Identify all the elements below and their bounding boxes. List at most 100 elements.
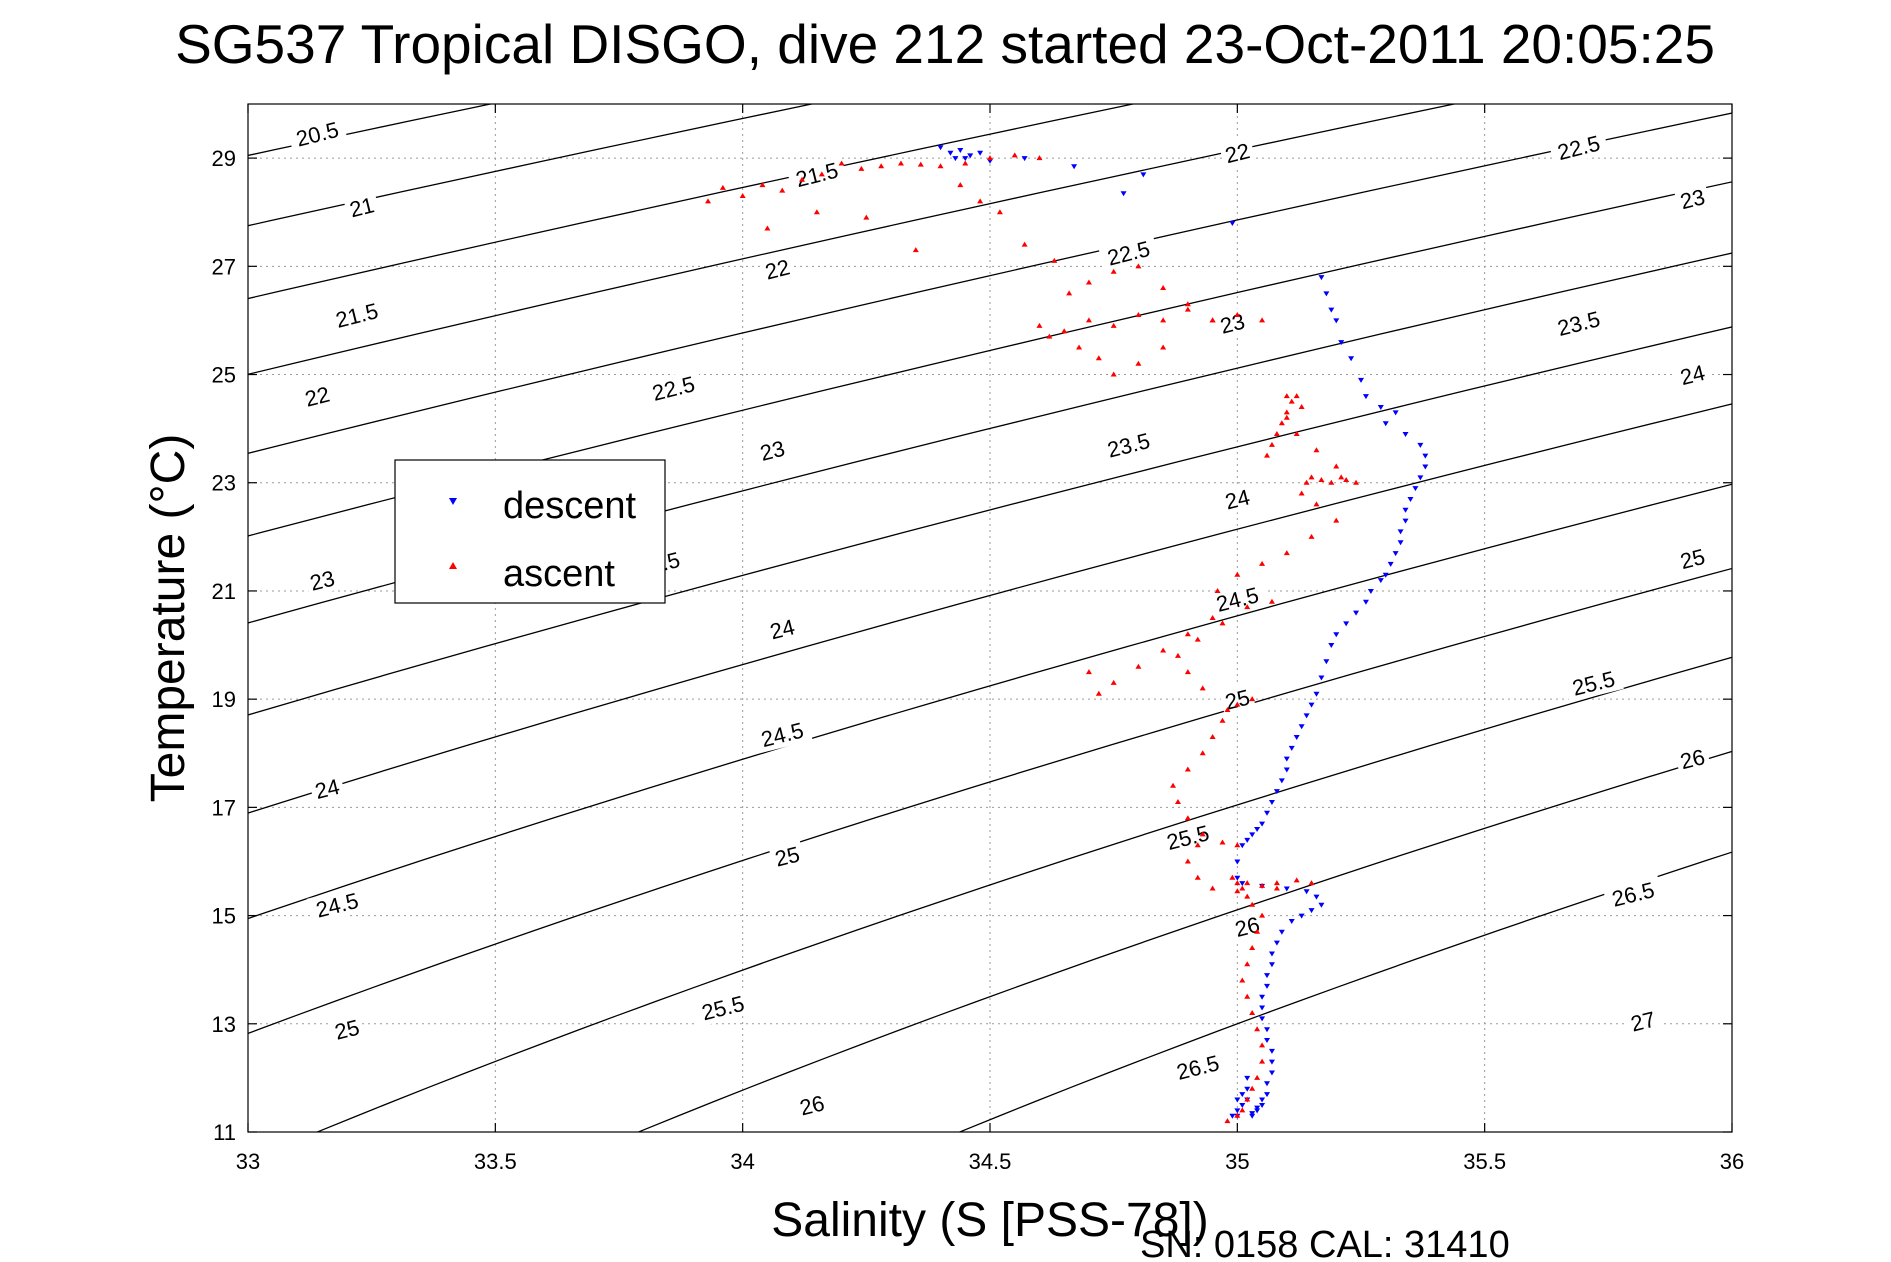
ascent-point — [1343, 477, 1350, 483]
ascent-point — [1283, 550, 1290, 556]
descent-point — [952, 156, 959, 162]
density-contour-labels: 20.5 21 21.5 22 23 24 24.5 25 21.5 22 22.5 23 23.5 24… — [286, 114, 1712, 1122]
ascent-point — [1066, 290, 1073, 296]
descent-point — [1362, 394, 1369, 400]
descent-point — [1254, 1108, 1261, 1114]
descent-point — [1308, 702, 1315, 708]
y-axis-ticks: 11 13 15 17 19 21 23 25 27 29 — [212, 146, 1732, 1145]
descent-point — [1298, 724, 1305, 730]
descent-point — [1229, 221, 1236, 227]
contour-label-bg — [1157, 817, 1219, 857]
descent-point — [1412, 486, 1419, 492]
y-tick-label: 15 — [212, 904, 236, 929]
contour-label: 26 — [797, 1090, 827, 1120]
contour-label-bg — [306, 885, 368, 925]
ascent-point — [1259, 560, 1266, 566]
descent-point — [1278, 929, 1285, 935]
descent-point — [1333, 318, 1340, 324]
contour-label: 24 — [1223, 484, 1253, 514]
descent-point — [1328, 307, 1335, 313]
descent-point — [1407, 496, 1414, 502]
descent-point — [1120, 191, 1127, 197]
ascent-point — [813, 209, 820, 215]
contour-label-bg — [1624, 1004, 1662, 1038]
descent-point — [1259, 1016, 1266, 1022]
ascent-point — [1209, 734, 1216, 740]
ascent-point — [1229, 874, 1236, 880]
descent-point — [1367, 588, 1374, 594]
contour-label-bg — [1098, 425, 1159, 465]
ascent-point — [1160, 317, 1167, 323]
contour-line — [248, 403, 1732, 814]
ascent-point — [1160, 344, 1167, 350]
descent-point — [1387, 561, 1394, 567]
ascent-point — [1234, 1112, 1241, 1118]
descent-point — [1288, 745, 1295, 751]
descent-point — [1239, 1092, 1246, 1098]
ascent-point — [1209, 885, 1216, 891]
contour-label: 24.5 — [759, 718, 807, 753]
contour-label: 22.5 — [1555, 130, 1603, 165]
descent-point — [957, 147, 964, 153]
ascent-point — [1308, 474, 1315, 480]
ascent-point — [1318, 477, 1325, 483]
ascent-point — [1273, 431, 1280, 437]
contour-label-bg — [1548, 127, 1609, 167]
descent-point — [1268, 1070, 1275, 1076]
descent-point — [1264, 1092, 1271, 1098]
descent-point — [1254, 1105, 1261, 1111]
density-contours — [248, 104, 1732, 1132]
ascent-point — [759, 182, 766, 188]
ascent-point — [1259, 882, 1266, 888]
ascent-point — [1308, 880, 1315, 886]
contour-label: 25 — [1678, 544, 1708, 574]
ascent-point — [1199, 750, 1206, 756]
ascent-point — [1239, 977, 1246, 983]
ascent-point — [705, 198, 712, 204]
ascent-point — [1338, 474, 1345, 480]
contour-label-bg — [1673, 358, 1712, 392]
descent-point — [1273, 940, 1280, 946]
contour-label-bg — [1167, 1047, 1229, 1087]
ascent-point — [987, 155, 993, 161]
ascent-point — [1273, 885, 1280, 891]
descent-series — [937, 145, 1429, 1119]
ascent-point — [1283, 409, 1290, 415]
ascent-point — [1160, 284, 1167, 290]
descent-point — [1140, 172, 1147, 178]
contour-label: 23 — [1678, 184, 1708, 214]
ascent-point — [996, 209, 1003, 215]
ascent-point — [1110, 322, 1117, 328]
contour-label-bg — [343, 190, 381, 224]
descent-point — [1229, 1113, 1236, 1119]
ascent-point — [863, 214, 870, 220]
ascent-point — [838, 160, 845, 166]
descent-point — [1318, 275, 1325, 281]
y-tick-label: 11 — [213, 1120, 236, 1145]
ascent-point — [1333, 517, 1340, 523]
contour-line — [248, 104, 1458, 375]
ascent-point — [1268, 598, 1275, 604]
descent-point — [1239, 1102, 1246, 1108]
ascent-point — [1328, 479, 1335, 485]
ascent-point — [1209, 615, 1216, 620]
ascent-point — [818, 171, 825, 177]
contour-label: 25.5 — [699, 991, 747, 1026]
descent-point — [1234, 1108, 1241, 1114]
contour-label-bg — [1207, 579, 1268, 619]
contour-label: 22.5 — [1105, 236, 1153, 271]
descent-point — [1264, 1081, 1271, 1087]
ascent-point — [719, 184, 726, 190]
ascent-point — [1135, 263, 1142, 269]
y-tick-label: 27 — [212, 254, 236, 279]
ascent-point — [1224, 1118, 1231, 1124]
descent-point — [1318, 902, 1325, 908]
ascent-point — [1239, 885, 1246, 891]
ascent-point — [1219, 839, 1226, 845]
ascent-point — [1249, 1009, 1256, 1015]
contour-label-bg — [1563, 663, 1624, 703]
ascent-point — [1184, 631, 1191, 637]
descent-point — [1273, 789, 1280, 795]
legend-descent-label: descent — [503, 485, 637, 527]
ascent-point — [1021, 241, 1028, 247]
